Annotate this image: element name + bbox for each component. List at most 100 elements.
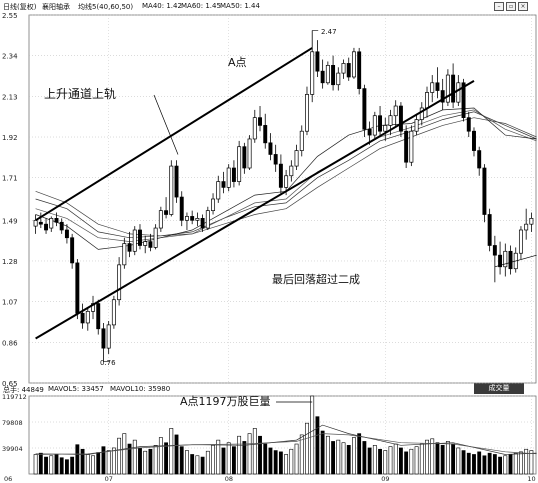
- channel-upper-label: 上升通道上轨: [44, 87, 116, 101]
- close-icon[interactable]: ×: [518, 2, 528, 11]
- volume-bar: [85, 454, 90, 475]
- volume-bar: [185, 450, 189, 475]
- volume-bar: [430, 438, 435, 475]
- volume-bar: [127, 443, 132, 475]
- candle-body: [299, 130, 304, 151]
- candle-body: [289, 165, 294, 177]
- volume-bar: [367, 447, 372, 475]
- candle-body: [529, 218, 534, 225]
- volume-bar: [242, 441, 247, 475]
- volume-bar: [33, 454, 38, 475]
- date-tick-label: 09: [381, 475, 389, 483]
- volume-bar: [148, 448, 153, 475]
- candle-body: [33, 219, 38, 227]
- candle-body: [221, 181, 226, 188]
- volume-bar: [122, 433, 127, 475]
- candle-body: [179, 196, 184, 221]
- candle-body: [320, 70, 325, 84]
- candle-body: [85, 310, 90, 324]
- volume-tick-label: 119712: [2, 393, 27, 401]
- stock-name: 襄阳轴承: [42, 3, 70, 11]
- candle-body: [404, 130, 409, 163]
- candle-body: [263, 125, 268, 144]
- candle-body: [231, 167, 236, 182]
- candle-body: [430, 82, 435, 93]
- volume-bar: [132, 439, 137, 475]
- volume-bar: [96, 452, 101, 475]
- candle-body: [59, 221, 64, 231]
- volume-bar: [190, 454, 195, 475]
- candle-body: [127, 243, 132, 252]
- ma-settings[interactable]: 均线5(40,60,50): [78, 3, 134, 11]
- candle-body: [273, 154, 278, 165]
- volume-bar: [419, 443, 424, 475]
- volume-bar: [268, 447, 273, 475]
- volume-bar: [111, 447, 116, 475]
- volume-bar: [263, 443, 268, 475]
- volume-bar: [65, 459, 69, 475]
- candle-body: [487, 214, 492, 246]
- candle-body: [398, 105, 403, 132]
- candle-body: [96, 303, 101, 330]
- candle-body: [477, 150, 482, 169]
- candle-body: [482, 167, 487, 215]
- candle-body: [143, 241, 148, 246]
- moving-average-line: [35, 117, 537, 237]
- volume-bar: [472, 454, 476, 475]
- volume-bar: [456, 447, 461, 475]
- candle-body: [226, 167, 231, 188]
- candle-body: [75, 262, 80, 314]
- candle-body: [456, 82, 461, 103]
- volume-total: 总手: 44849: [3, 386, 44, 394]
- restore-icon[interactable]: ▫: [506, 2, 516, 11]
- candle-body: [169, 165, 174, 215]
- volume-bar: [216, 439, 221, 475]
- minimize-icon[interactable]: –: [494, 2, 504, 11]
- candle-body: [205, 210, 210, 229]
- volume-bar: [106, 450, 111, 475]
- price-tick-label: 1.71: [2, 175, 18, 183]
- volume-bar: [179, 446, 184, 475]
- volume-bar: [138, 447, 142, 475]
- volume-bar: [70, 456, 75, 475]
- volume-bar: [524, 448, 529, 475]
- volume-bar: [320, 430, 325, 475]
- volume-bar: [461, 450, 466, 475]
- candle-body: [503, 250, 508, 268]
- volume-bar: [440, 445, 445, 475]
- candle-body: [44, 223, 49, 231]
- volume-bar: [49, 455, 54, 475]
- price-tick-label: 0.86: [2, 339, 18, 347]
- candle-body: [336, 72, 341, 86]
- ma40-value: MA40: 1.42: [142, 2, 182, 10]
- candle-body: [190, 216, 195, 221]
- volume-bar: [205, 450, 210, 475]
- price-panel-frame: [28, 14, 537, 384]
- candle-body: [414, 119, 419, 132]
- volume-bar: [310, 395, 315, 475]
- volume-bar: [294, 443, 299, 475]
- candle-body: [148, 241, 153, 248]
- volume-bar: [519, 451, 523, 475]
- candle-body: [64, 229, 69, 239]
- candle-body: [138, 229, 142, 246]
- volume-bar: [117, 437, 122, 475]
- candle-body: [508, 250, 513, 270]
- volume-bar: [425, 439, 429, 475]
- channel-label-pointer: [153, 94, 179, 155]
- volume-bar: [80, 448, 85, 475]
- volume-bar: [503, 455, 508, 475]
- volume-bar: [101, 446, 106, 475]
- volume-indicator-tab[interactable]: 成交量: [474, 383, 524, 394]
- candle-body: [106, 324, 111, 349]
- moving-average-line: [35, 111, 537, 239]
- date-tick-label: 06: [4, 475, 12, 483]
- volume-bar: [352, 437, 356, 475]
- volume-bar: [404, 451, 409, 475]
- volume-bar: [357, 433, 362, 475]
- price-tick-label: 1.49: [2, 217, 18, 225]
- ma60-value: MA60: 1.45: [181, 2, 221, 10]
- volume-bar: [200, 456, 205, 475]
- period-label[interactable]: 日线(复权): [3, 3, 37, 11]
- volume-bar: [252, 428, 257, 475]
